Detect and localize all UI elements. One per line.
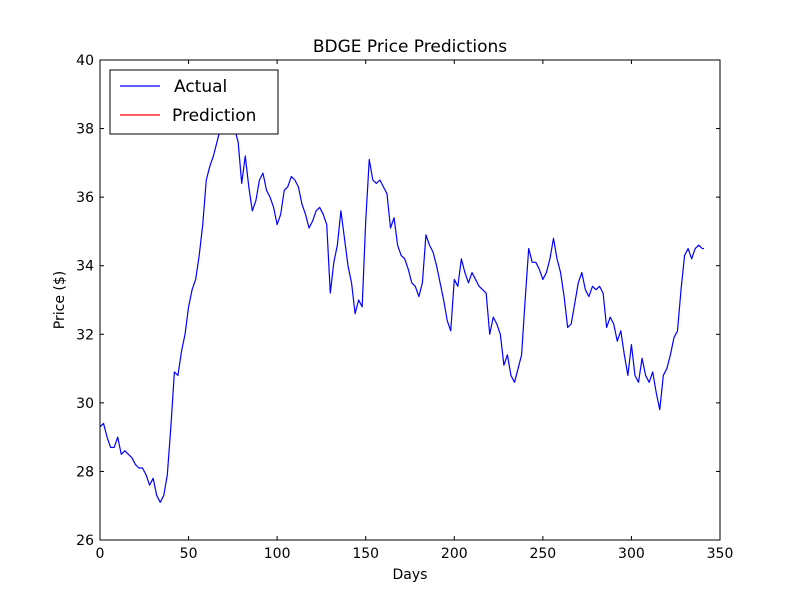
- plot-frame: [99, 59, 721, 541]
- y-tick-label: 28: [76, 464, 94, 480]
- x-tick-label: 100: [264, 546, 291, 562]
- x-axis-label: Days: [393, 567, 428, 583]
- legend-label-actual: Actual: [174, 77, 227, 97]
- y-tick-label: 36: [76, 190, 94, 206]
- x-tick-label: 50: [180, 546, 198, 562]
- legend-box: [109, 69, 279, 135]
- x-tick-label: 300: [618, 546, 645, 562]
- legend: Actual Prediction: [109, 69, 279, 135]
- y-axis-label: Price ($): [52, 271, 68, 329]
- x-tick-label: 0: [96, 546, 105, 562]
- y-tick-label: 40: [76, 53, 94, 69]
- series-layer: [100, 124, 705, 503]
- x-tick-label: 250: [529, 546, 556, 562]
- x-tick-label: 150: [352, 546, 379, 562]
- y-tick-label: 32: [76, 327, 94, 343]
- series-line-actual: [100, 124, 705, 503]
- legend-label-prediction: Prediction: [172, 106, 256, 126]
- x-tick-label: 350: [707, 546, 734, 562]
- plot-area: 0 50 100 150 200 250 300 350 26 28 30 32 34 36 38 40: [76, 53, 733, 562]
- y-tick-label: 38: [76, 122, 94, 138]
- y-tick-label: 26: [76, 533, 94, 549]
- chart-title: BDGE Price Predictions: [313, 37, 507, 57]
- y-tick-label: 30: [76, 396, 94, 412]
- y-tick-label: 34: [76, 259, 94, 275]
- y-axis-ticks: 26 28 30 32 34 36 38 40: [76, 53, 720, 549]
- x-tick-label: 200: [441, 546, 468, 562]
- x-axis-ticks: 0 50 100 150 200 250 300 350: [96, 60, 734, 562]
